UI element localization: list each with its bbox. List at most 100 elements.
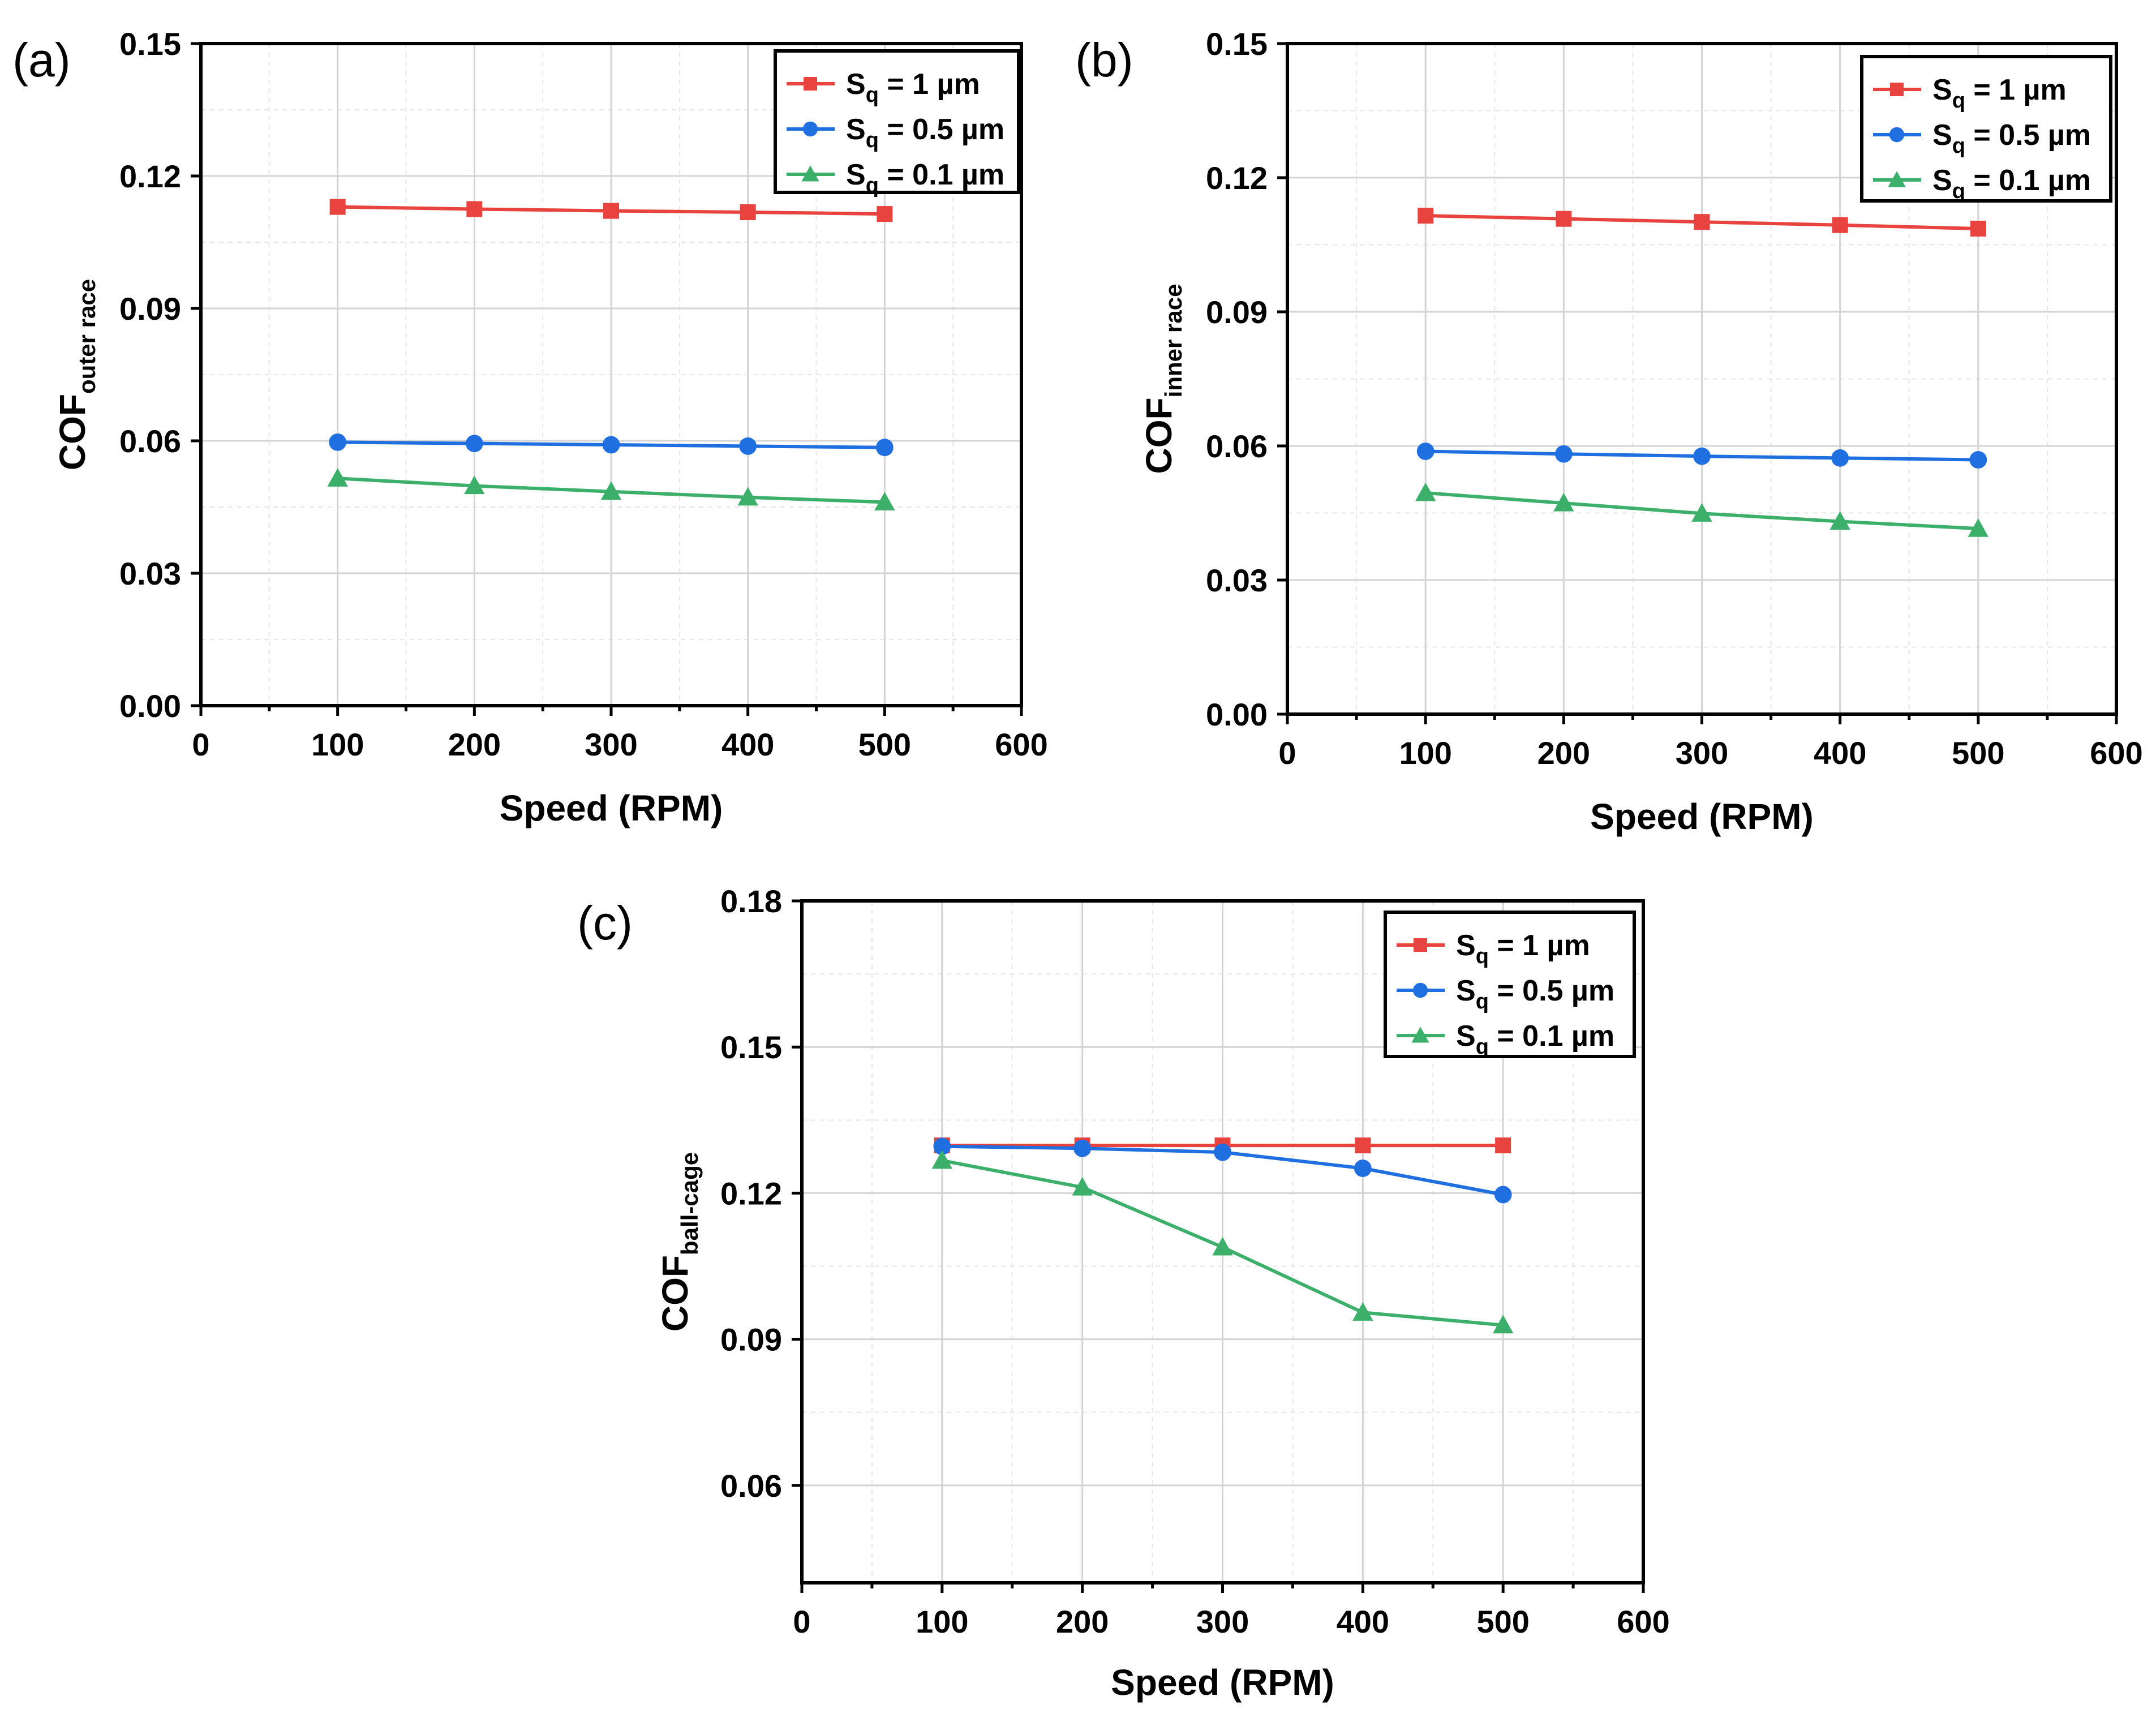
legend-box	[1860, 55, 2112, 203]
x-tick-label: 500	[1476, 1604, 1529, 1639]
data-point-circle	[465, 435, 483, 453]
legend-label-main: S	[1932, 119, 1952, 152]
data-point-square	[740, 204, 756, 220]
data-point-circle	[933, 1137, 951, 1156]
x-tick-label: 400	[721, 727, 774, 762]
y-axis-label-subscript: ball-cage	[676, 1152, 703, 1255]
data-point-circle	[329, 433, 347, 451]
data-point-circle	[1969, 451, 1987, 469]
data-point-circle	[1494, 1186, 1512, 1204]
legend-label-main: S	[1932, 164, 1952, 197]
legend-item: Sq = 0.1 µm	[1397, 1020, 1614, 1059]
data-point-circle	[802, 121, 818, 137]
series-sq-0-1um	[931, 1150, 1514, 1334]
x-tick-label: 400	[1814, 735, 1866, 771]
data-point-square	[1556, 211, 1572, 227]
data-point-square	[877, 206, 893, 222]
x-tick-label: 300	[1676, 735, 1728, 771]
data-point-circle	[1693, 447, 1711, 465]
data-point-triangle	[1492, 1315, 1514, 1334]
legend-label-rest: = 0.5 µm	[1965, 119, 2091, 152]
x-tick-label: 100	[1399, 735, 1451, 771]
y-tick-label: 0.06	[1206, 428, 1268, 464]
legend-item: Sq = 0.5 µm	[1873, 119, 2091, 158]
legend-label-rest: = 1 µm	[879, 68, 980, 101]
legend-label: Sq = 0.5 µm	[1932, 119, 2091, 158]
legend-label-rest: = 0.5 µm	[1489, 974, 1614, 1007]
legend-label-main: S	[1456, 929, 1476, 962]
y-tick-label: 0.09	[1206, 294, 1268, 330]
data-point-triangle	[327, 468, 348, 487]
data-point-triangle	[931, 1150, 953, 1169]
y-axis-label-main: COF	[1139, 397, 1179, 474]
data-point-triangle	[600, 481, 622, 500]
data-point-triangle	[1691, 503, 1712, 522]
x-axis-label: Speed (RPM)	[1111, 1662, 1334, 1703]
y-tick-label: 0.15	[119, 26, 181, 62]
data-point-circle	[739, 437, 757, 455]
x-axis-label: Speed (RPM)	[500, 788, 723, 828]
y-tick-label: 0.00	[1206, 697, 1268, 732]
data-point-square	[1495, 1137, 1511, 1154]
legend-label-subscript: q	[866, 83, 879, 107]
y-tick-label: 0.18	[720, 883, 782, 919]
legend-label-main: S	[1456, 1020, 1476, 1053]
y-axis-label: COFouter race	[52, 279, 100, 470]
y-tick-label: 0.00	[119, 688, 181, 724]
legend-label-rest: = 1 µm	[1965, 74, 2067, 106]
data-point-triangle	[801, 165, 819, 182]
y-axis-label-subscript: outer race	[74, 279, 100, 394]
legend-label-main: S	[846, 158, 866, 191]
legend-label-main: S	[1932, 74, 1952, 106]
data-point-square	[466, 201, 483, 217]
y-axis-label-main: COF	[52, 394, 93, 470]
y-axis-label: COFinner race	[1139, 284, 1187, 474]
series-sq-0-5um	[1416, 443, 1987, 469]
x-tick-label: 500	[858, 727, 911, 762]
legend-label: Sq = 1 µm	[1456, 929, 1590, 968]
y-tick-label: 0.03	[1206, 562, 1268, 598]
legend-label-subscript: q	[1952, 134, 1965, 158]
data-point-circle	[1889, 127, 1905, 143]
x-tick-label: 100	[916, 1604, 968, 1639]
x-tick-label: 0	[192, 727, 209, 762]
x-tick-label: 100	[311, 727, 364, 762]
data-point-square	[603, 203, 619, 219]
data-point-circle	[602, 436, 620, 454]
legend-label-rest: = 0.1 µm	[1965, 164, 2091, 197]
series-sq-0-1um	[1415, 482, 1989, 537]
x-tick-label: 600	[2090, 735, 2142, 771]
legend-item: Sq = 1 µm	[1873, 74, 2067, 113]
legend-label-rest: = 0.5 µm	[879, 113, 1004, 146]
legend-label-subscript: q	[1476, 990, 1489, 1014]
legend-label: Sq = 0.1 µm	[846, 158, 1004, 197]
series-sq-0-1um	[327, 468, 895, 510]
data-point-square	[1355, 1137, 1371, 1154]
data-point-circle	[1354, 1160, 1372, 1177]
legend-item: Sq = 0.1 µm	[787, 158, 1004, 197]
series-sq-0-5um	[933, 1137, 1512, 1204]
panel-label: (b)	[1075, 33, 1133, 87]
x-tick-label: 0	[793, 1604, 810, 1639]
data-point-circle	[875, 439, 894, 457]
legend-item: Sq = 0.5 µm	[787, 113, 1004, 152]
legend-label-subscript: q	[1952, 179, 1965, 203]
legend-item: Sq = 1 µm	[787, 68, 980, 107]
data-point-circle	[1073, 1139, 1092, 1157]
chart-panel-c: 0 100 200 300 400 500 600 0.06 0.09 0.12 0.15 0.18 S…	[577, 883, 1670, 1703]
data-point-triangle	[1829, 511, 1850, 530]
y-tick-label: 0.06	[119, 423, 181, 459]
x-tick-label: 300	[585, 727, 637, 762]
data-point-triangle	[1968, 518, 1989, 537]
legend-item: Sq = 0.1 µm	[1873, 164, 2091, 203]
data-point-triangle	[1553, 492, 1574, 512]
x-tick-label: 500	[1952, 735, 2004, 771]
legend-label-subscript: q	[1476, 1035, 1489, 1059]
legend-label: Sq = 1 µm	[846, 68, 980, 107]
data-point-triangle	[1888, 171, 1906, 187]
legend-label-subscript: q	[866, 174, 879, 197]
legend-label: Sq = 0.5 µm	[846, 113, 1004, 152]
